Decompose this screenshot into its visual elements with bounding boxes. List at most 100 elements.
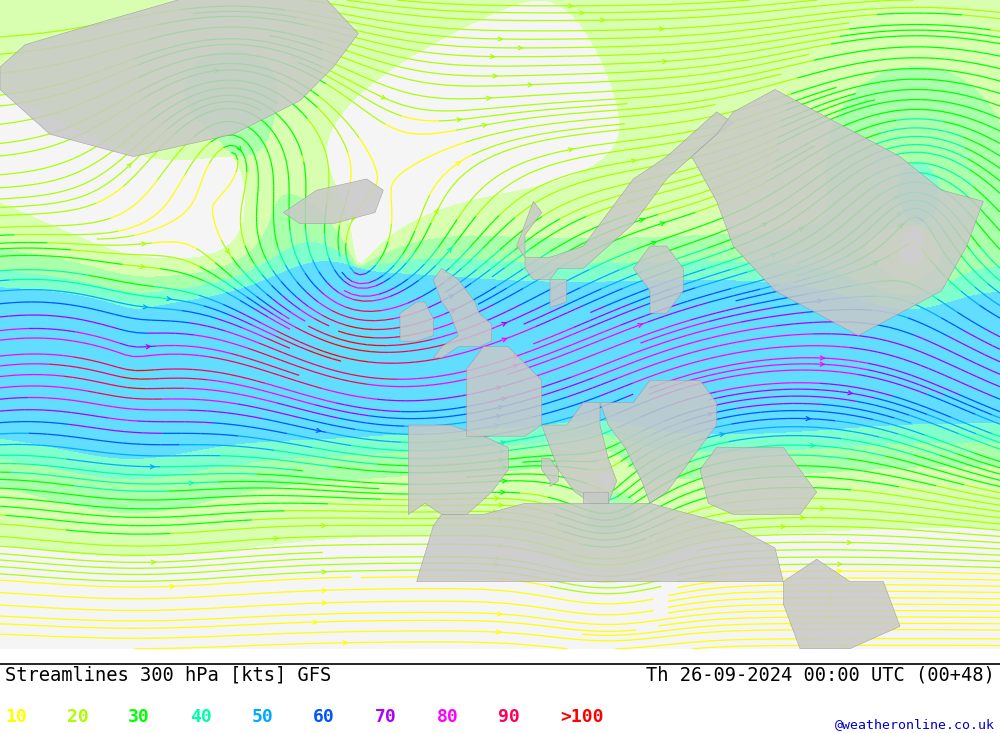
FancyArrowPatch shape	[811, 443, 815, 447]
FancyArrowPatch shape	[818, 299, 822, 303]
FancyArrowPatch shape	[498, 37, 502, 41]
FancyArrowPatch shape	[316, 429, 321, 432]
Text: 60: 60	[313, 708, 335, 726]
FancyArrowPatch shape	[502, 323, 506, 326]
FancyArrowPatch shape	[491, 55, 495, 59]
FancyArrowPatch shape	[498, 544, 502, 548]
FancyArrowPatch shape	[500, 450, 504, 454]
FancyArrowPatch shape	[457, 118, 461, 122]
FancyArrowPatch shape	[514, 355, 518, 358]
FancyArrowPatch shape	[495, 424, 499, 427]
FancyArrowPatch shape	[659, 27, 664, 31]
FancyArrowPatch shape	[806, 416, 810, 421]
FancyArrowPatch shape	[496, 386, 501, 390]
Polygon shape	[283, 179, 383, 224]
FancyArrowPatch shape	[142, 242, 146, 246]
Text: @weatheronline.co.uk: @weatheronline.co.uk	[835, 718, 995, 732]
FancyArrowPatch shape	[495, 556, 499, 560]
FancyArrowPatch shape	[497, 630, 501, 634]
FancyArrowPatch shape	[323, 601, 327, 605]
Polygon shape	[692, 89, 983, 336]
FancyArrowPatch shape	[828, 615, 832, 619]
FancyArrowPatch shape	[660, 222, 665, 226]
Polygon shape	[700, 447, 817, 515]
FancyArrowPatch shape	[487, 96, 491, 100]
FancyArrowPatch shape	[225, 249, 230, 254]
FancyArrowPatch shape	[494, 563, 498, 567]
Polygon shape	[550, 279, 567, 308]
Polygon shape	[467, 347, 542, 436]
Polygon shape	[633, 246, 683, 313]
FancyArrowPatch shape	[502, 479, 507, 483]
FancyArrowPatch shape	[150, 465, 154, 468]
Text: >100: >100	[560, 708, 604, 726]
FancyArrowPatch shape	[447, 276, 452, 281]
FancyArrowPatch shape	[663, 59, 667, 64]
Polygon shape	[525, 112, 733, 279]
Text: 30: 30	[128, 708, 150, 726]
FancyArrowPatch shape	[828, 589, 832, 593]
FancyArrowPatch shape	[844, 644, 848, 647]
FancyArrowPatch shape	[568, 148, 573, 152]
FancyArrowPatch shape	[170, 584, 174, 589]
FancyArrowPatch shape	[130, 133, 135, 138]
FancyArrowPatch shape	[449, 295, 454, 298]
FancyArrowPatch shape	[483, 123, 487, 128]
Polygon shape	[517, 202, 542, 257]
FancyArrowPatch shape	[494, 509, 498, 514]
FancyArrowPatch shape	[501, 397, 506, 401]
Text: 20: 20	[67, 708, 88, 726]
FancyArrowPatch shape	[847, 540, 851, 545]
FancyArrowPatch shape	[828, 583, 832, 586]
FancyArrowPatch shape	[801, 516, 805, 520]
FancyArrowPatch shape	[820, 362, 824, 366]
FancyArrowPatch shape	[167, 297, 171, 301]
FancyArrowPatch shape	[352, 216, 356, 221]
Polygon shape	[542, 402, 617, 504]
FancyArrowPatch shape	[503, 465, 507, 470]
FancyArrowPatch shape	[899, 224, 903, 229]
FancyArrowPatch shape	[322, 523, 326, 528]
FancyArrowPatch shape	[874, 261, 878, 265]
FancyArrowPatch shape	[838, 576, 842, 580]
FancyArrowPatch shape	[434, 208, 438, 214]
Text: 40: 40	[190, 708, 212, 726]
FancyArrowPatch shape	[503, 577, 507, 581]
FancyArrowPatch shape	[790, 622, 794, 625]
FancyArrowPatch shape	[215, 69, 219, 73]
FancyArrowPatch shape	[146, 345, 150, 349]
FancyArrowPatch shape	[799, 227, 803, 231]
Polygon shape	[417, 504, 783, 581]
FancyArrowPatch shape	[580, 11, 584, 15]
FancyArrowPatch shape	[838, 570, 842, 573]
FancyArrowPatch shape	[649, 177, 653, 180]
FancyArrowPatch shape	[189, 481, 193, 485]
FancyArrowPatch shape	[493, 74, 497, 78]
Text: 50: 50	[252, 708, 273, 726]
FancyArrowPatch shape	[720, 432, 724, 436]
Polygon shape	[408, 425, 508, 515]
FancyArrowPatch shape	[456, 161, 460, 166]
FancyArrowPatch shape	[322, 589, 326, 592]
FancyArrowPatch shape	[820, 356, 824, 360]
FancyArrowPatch shape	[828, 603, 832, 606]
FancyArrowPatch shape	[771, 254, 776, 257]
FancyArrowPatch shape	[141, 265, 145, 268]
Text: Streamlines 300 hPa [kts] GFS: Streamlines 300 hPa [kts] GFS	[5, 666, 331, 685]
Polygon shape	[433, 268, 492, 358]
FancyArrowPatch shape	[838, 562, 842, 566]
FancyArrowPatch shape	[762, 223, 767, 226]
Polygon shape	[400, 302, 433, 341]
FancyArrowPatch shape	[638, 323, 642, 327]
FancyArrowPatch shape	[274, 537, 278, 540]
FancyArrowPatch shape	[127, 163, 132, 168]
FancyArrowPatch shape	[627, 200, 631, 204]
FancyArrowPatch shape	[601, 18, 605, 22]
FancyArrowPatch shape	[848, 391, 852, 394]
Polygon shape	[783, 559, 900, 649]
FancyArrowPatch shape	[495, 496, 499, 501]
FancyArrowPatch shape	[499, 503, 503, 507]
Polygon shape	[583, 492, 608, 504]
FancyArrowPatch shape	[820, 507, 824, 510]
FancyArrowPatch shape	[569, 4, 573, 8]
